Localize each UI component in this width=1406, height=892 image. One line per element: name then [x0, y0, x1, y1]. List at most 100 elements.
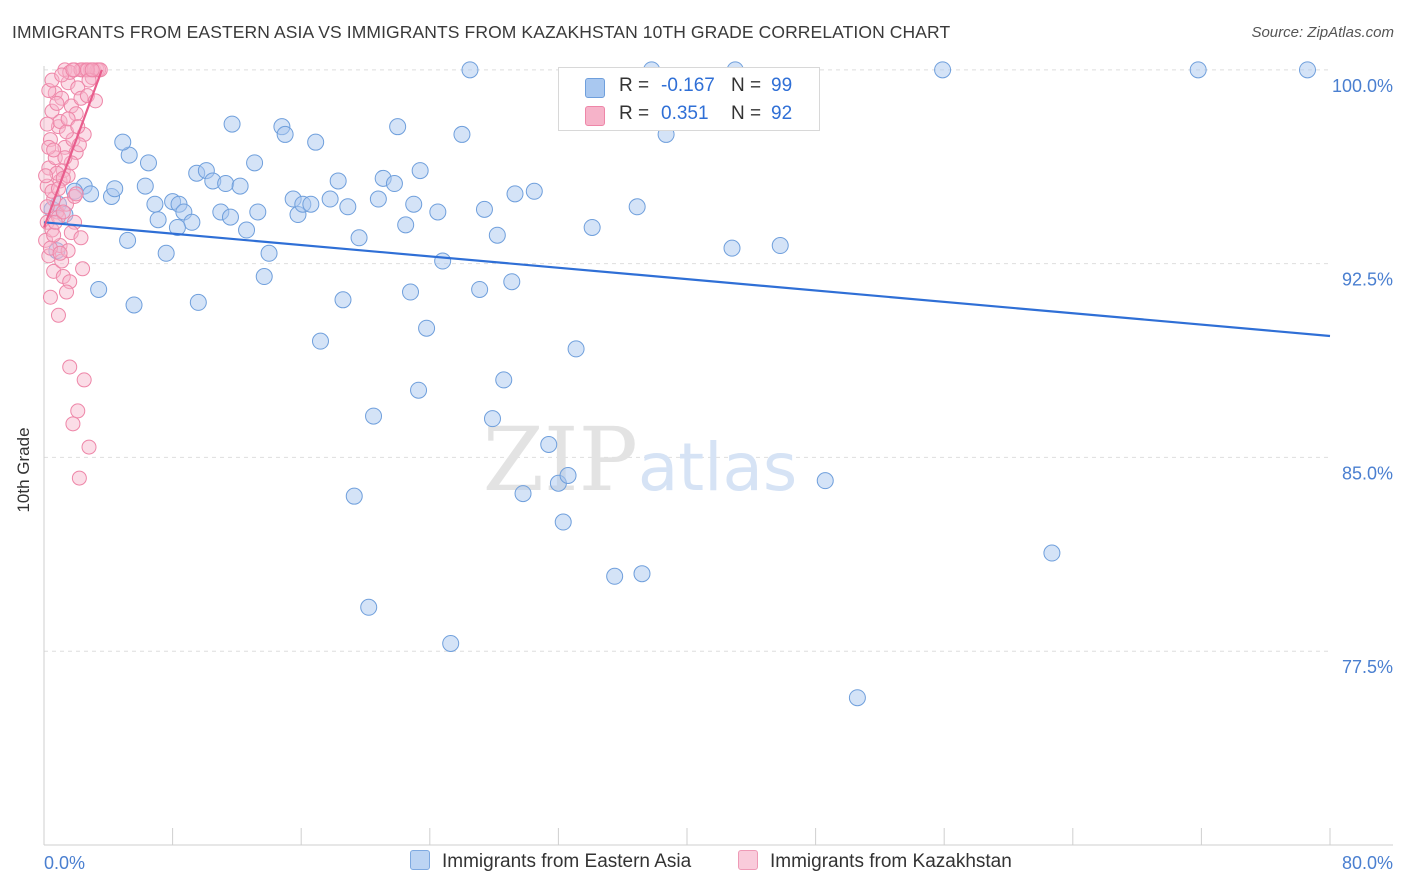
eastern-asia-point — [231, 177, 249, 195]
eastern-asia-trendline — [43, 221, 1331, 338]
kazakhstan-point — [52, 245, 68, 261]
eastern-asia-point — [848, 689, 866, 707]
eastern-asia-point — [410, 381, 428, 399]
kazakhstan-point — [46, 227, 62, 243]
eastern-asia-point — [397, 216, 415, 234]
legend-row-kazakhstan: R = 0.351 N = 92 — [559, 101, 819, 129]
eastern-asia-point — [276, 125, 294, 143]
kazakhstan-point — [84, 62, 100, 78]
eastern-asia-point — [1189, 61, 1207, 79]
eastern-asia-point — [583, 218, 601, 236]
eastern-asia-point — [249, 203, 267, 221]
kazakhstan-point — [73, 230, 89, 246]
kazakhstan-point — [68, 186, 84, 202]
eastern-asia-point — [369, 190, 387, 208]
eastern-asia-point — [146, 195, 164, 213]
watermark-zip: ZIP — [483, 408, 638, 511]
eastern-asia-point — [453, 125, 471, 143]
kazakhstan-point — [46, 142, 62, 158]
eastern-asia-point — [136, 177, 154, 195]
eastern-asia-point — [311, 332, 329, 350]
eastern-asia-point — [334, 291, 352, 309]
eastern-asia-point — [567, 340, 585, 358]
eastern-asia-point — [345, 487, 363, 505]
eastern-asia-point — [321, 190, 339, 208]
kazakhstan-point — [68, 106, 84, 122]
legend-r-value: 0.351 — [661, 103, 709, 124]
eastern-asia-point — [503, 273, 521, 291]
eastern-asia-point — [442, 634, 460, 652]
legend-row-eastern-asia: R = -0.167 N = 99 — [559, 73, 819, 101]
eastern-asia-point — [461, 61, 479, 79]
eastern-asia-point — [559, 467, 577, 485]
kazakhstan-point — [81, 439, 97, 455]
trend-layer — [42, 69, 1331, 338]
eastern-asia-point — [329, 172, 347, 190]
eastern-asia-point — [934, 61, 952, 79]
eastern-asia-point — [90, 280, 108, 298]
eastern-asia-point — [125, 296, 143, 314]
eastern-asia-point — [723, 239, 741, 257]
kazakhstan-point — [42, 240, 58, 256]
points-layer — [38, 61, 1316, 707]
kazakhstan-point — [42, 289, 58, 305]
eastern-asia-point — [255, 268, 273, 286]
kazakhstan-point — [55, 204, 71, 220]
eastern-asia-point — [816, 472, 834, 490]
eastern-asia-point — [506, 185, 524, 203]
eastern-asia-point — [82, 185, 100, 203]
kazakhstan-point — [39, 116, 55, 132]
y-tick-label: 77.5% — [1342, 657, 1393, 677]
kazakhstan-point — [62, 359, 78, 375]
kazakhstan-point — [73, 62, 89, 78]
eastern-asia-point — [260, 244, 278, 262]
eastern-asia-point — [119, 231, 137, 249]
kazakhstan-point — [65, 416, 81, 432]
eastern-asia-point — [633, 565, 651, 583]
eastern-asia-point — [149, 211, 167, 229]
eastern-asia-point — [1043, 544, 1061, 562]
eastern-asia-point — [168, 218, 186, 236]
legend-r-value: -0.167 — [661, 75, 715, 96]
kazakhstan-point — [67, 188, 83, 204]
eastern-asia-point — [540, 436, 558, 453]
eastern-asia-point — [525, 182, 543, 200]
y-tick-label: 100.0% — [1332, 76, 1393, 96]
eastern-asia-point — [302, 195, 320, 213]
eastern-asia-point — [221, 208, 239, 226]
grid-layer — [44, 69, 1330, 652]
kazakhstan-point — [44, 72, 60, 88]
eastern-asia-point — [606, 567, 624, 585]
eastern-asia-point — [365, 407, 383, 425]
kazakhstan-point — [38, 168, 54, 184]
bottom-legend-eastern-asia: Immigrants from Eastern Asia — [410, 850, 691, 873]
eastern-asia-point — [389, 118, 407, 136]
bottom-legend-label: Immigrants from Kazakhstan — [770, 851, 1012, 872]
eastern-asia-point — [238, 221, 256, 239]
eastern-asia-point — [385, 175, 403, 193]
legend-swatch-pink — [585, 106, 605, 126]
x-tick-label: 80.0% — [1342, 853, 1393, 873]
y-tick-label: 92.5% — [1342, 270, 1393, 290]
kazakhstan-point — [65, 62, 81, 78]
tick-label-layer: 100.0% 92.5% 85.0% 77.5% 0.0% 80.0% — [44, 76, 1393, 873]
eastern-asia-point — [139, 154, 157, 172]
eastern-asia-point — [483, 410, 501, 428]
eastern-asia-point — [628, 198, 646, 216]
eastern-asia-point — [405, 195, 423, 213]
eastern-asia-point — [402, 283, 420, 301]
watermark-atlas: atlas — [638, 429, 798, 506]
eastern-asia-point — [157, 244, 175, 262]
eastern-asia-point — [106, 180, 124, 198]
kazakhstan-trendline — [42, 69, 103, 228]
source-label: Source: ZipAtlas.com — [1251, 24, 1394, 41]
kazakhstan-point — [46, 263, 62, 279]
eastern-asia-point — [339, 198, 357, 216]
eastern-asia-point — [1298, 61, 1316, 79]
eastern-asia-point — [475, 200, 493, 218]
axes-layer — [43, 66, 1393, 846]
eastern-asia-point — [418, 319, 436, 337]
kazakhstan-point — [71, 470, 87, 486]
kazakhstan-point — [59, 284, 75, 300]
